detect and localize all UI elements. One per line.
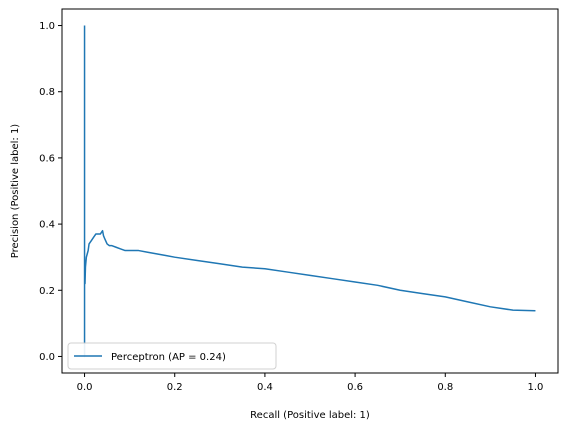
legend: Perceptron (AP = 0.24)	[67, 342, 277, 370]
y-tick-label: 0.2	[39, 286, 55, 297]
series-line	[83, 25, 536, 358]
x-tick-label: 0.0	[77, 382, 93, 393]
legend-box	[67, 342, 277, 370]
y-axis-label: Precision (Positive label: 1)	[10, 124, 21, 259]
y-tick-label: 1.0	[39, 21, 55, 32]
ticks-layer: 0.0 0.2 0.4 0.6 0.8 1.0 0.0 0.2 0.4 0.6 0.8 1.0	[39, 21, 543, 393]
plot-area	[61, 8, 559, 374]
x-axis-label: Recall (Positive label: 1)	[250, 410, 370, 421]
y-tick-label: 0.6	[39, 153, 55, 164]
y-tick-label: 0.0	[39, 352, 55, 363]
series-layer	[83, 25, 536, 358]
x-tick-label: 1.0	[528, 382, 544, 393]
y-tick-label: 0.8	[39, 87, 55, 98]
y-tick-label: 0.4	[39, 220, 55, 231]
x-tick-label: 0.4	[257, 382, 273, 393]
x-tick-label: 0.6	[347, 382, 363, 393]
legend-label: Perceptron (AP = 0.24)	[111, 352, 226, 363]
x-tick-label: 0.2	[167, 382, 183, 393]
x-tick-label: 0.8	[437, 382, 453, 393]
